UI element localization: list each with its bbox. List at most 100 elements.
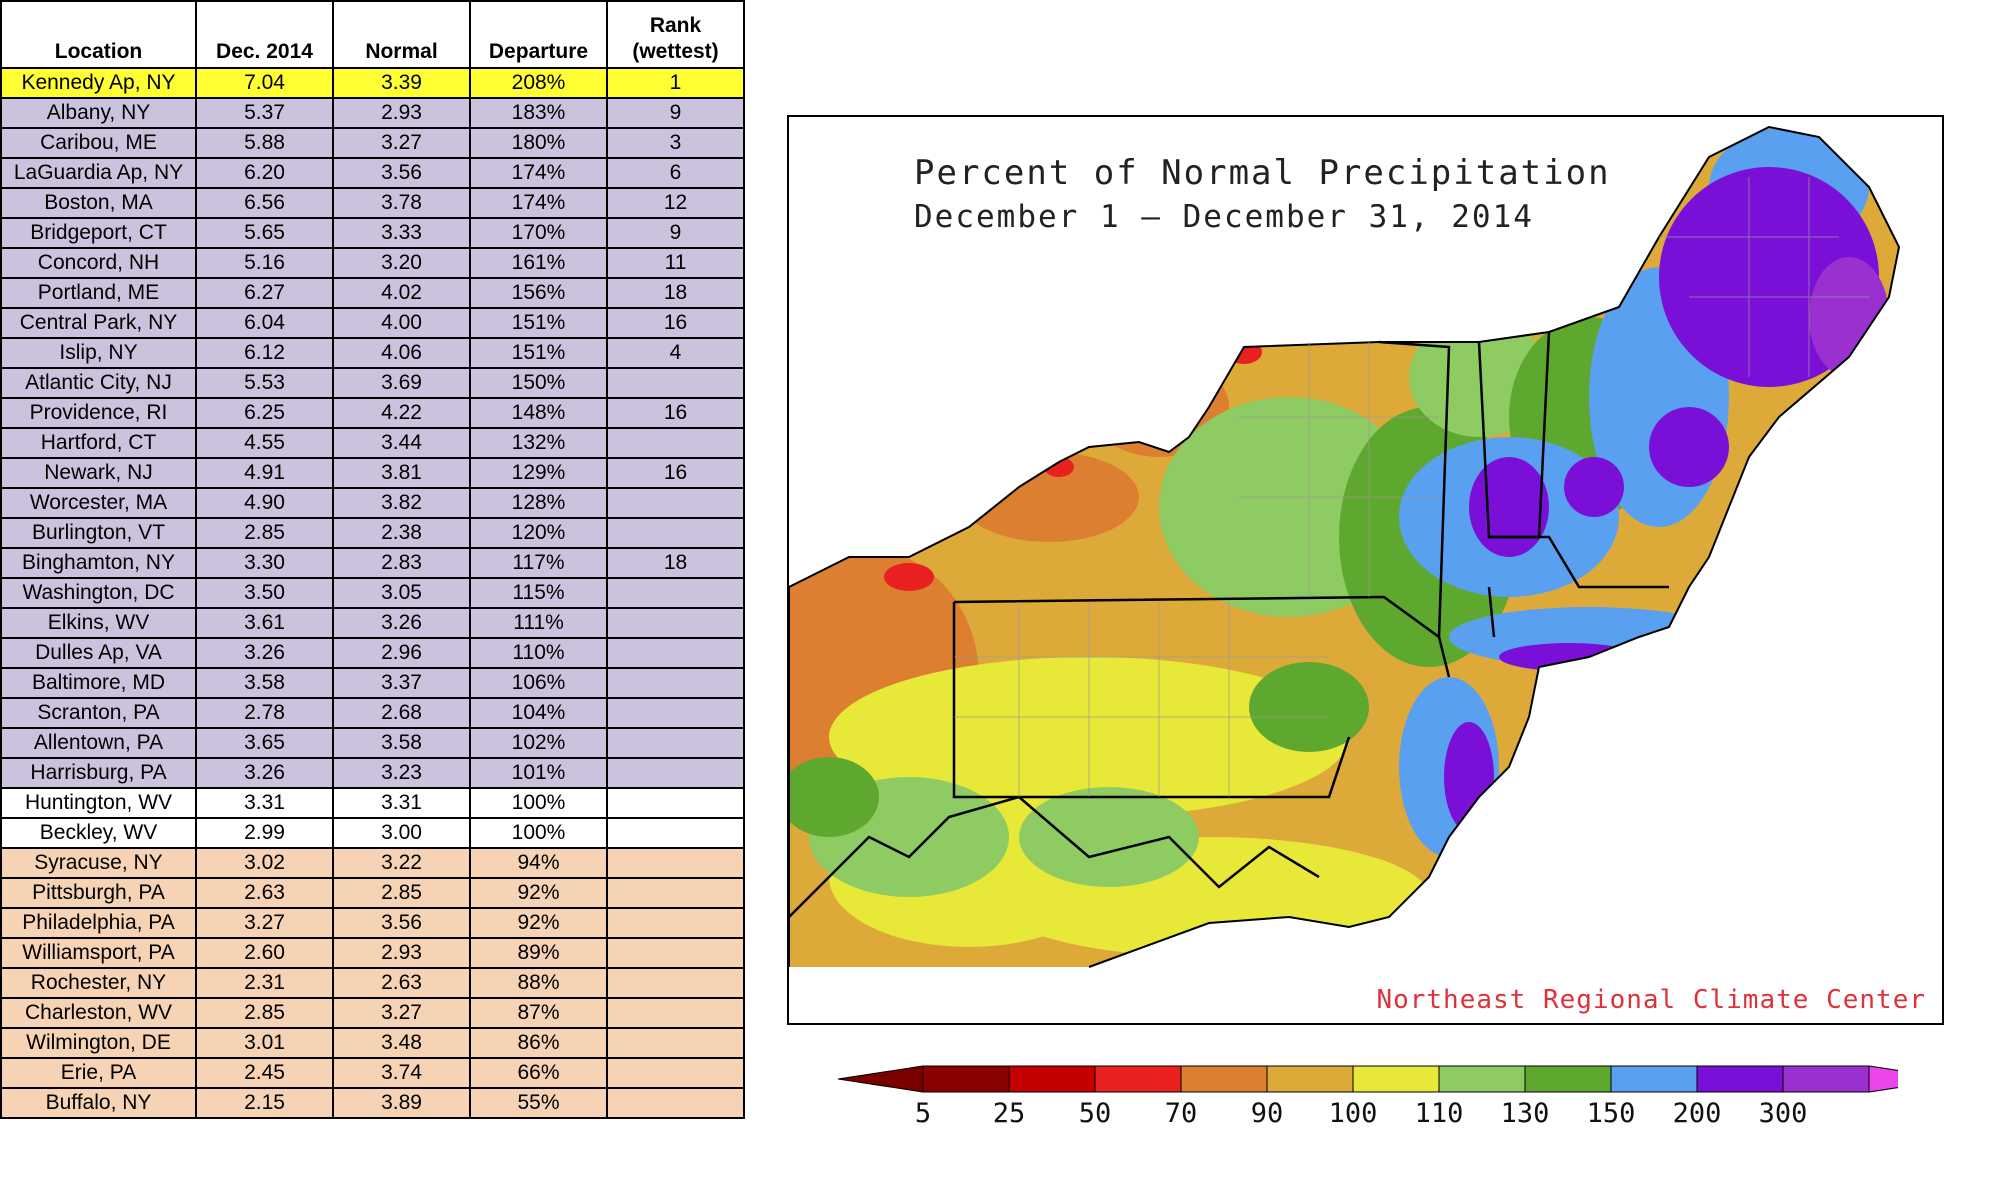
- cell-rank: 9: [606, 217, 745, 249]
- cell-rank: [606, 847, 745, 879]
- legend-tick-label: 90: [1250, 1098, 1284, 1129]
- cell-departure: 151%: [469, 307, 608, 339]
- cell-normal: 3.33: [332, 217, 471, 249]
- table-row: Baltimore, MD 3.58 3.37 106%: [0, 667, 745, 699]
- cell-location: Portland, ME: [0, 277, 197, 309]
- table-row: Hartford, CT 4.55 3.44 132%: [0, 427, 745, 459]
- cell-rank: [606, 667, 745, 699]
- cell-dec: 5.88: [195, 127, 334, 159]
- cell-rank: [606, 637, 745, 669]
- map-state-borders: [789, 331, 1669, 918]
- cell-location: Pittsburgh, PA: [0, 877, 197, 909]
- cell-rank: [606, 367, 745, 399]
- cell-normal: 3.27: [332, 997, 471, 1029]
- cell-location: Burlington, VT: [0, 517, 197, 549]
- cell-rank: 12: [606, 187, 745, 219]
- cell-location: Williamsport, PA: [0, 937, 197, 969]
- cell-normal: 3.56: [332, 157, 471, 189]
- table-row: Islip, NY 6.12 4.06 151% 4: [0, 337, 745, 369]
- cell-dec: 2.31: [195, 967, 334, 999]
- cell-dec: 2.63: [195, 877, 334, 909]
- cell-location: Albany, NY: [0, 97, 197, 129]
- cell-rank: [606, 607, 745, 639]
- legend-tick-label: 50: [1078, 1098, 1112, 1129]
- legend-tick-label: 300: [1758, 1098, 1808, 1129]
- cell-departure: 89%: [469, 937, 608, 969]
- legend-swatch: [1438, 1065, 1526, 1093]
- cell-dec: 3.61: [195, 607, 334, 639]
- table-row: Harrisburg, PA 3.26 3.23 101%: [0, 757, 745, 789]
- table-row: Atlantic City, NJ 5.53 3.69 150%: [0, 367, 745, 399]
- header-departure: Departure: [469, 0, 608, 69]
- cell-rank: 6: [606, 157, 745, 189]
- cell-rank: [606, 967, 745, 999]
- cell-location: Concord, NH: [0, 247, 197, 279]
- cell-normal: 4.02: [332, 277, 471, 309]
- cell-dec: 6.25: [195, 397, 334, 429]
- cell-dec: 5.53: [195, 367, 334, 399]
- cell-location: Allentown, PA: [0, 727, 197, 759]
- cell-departure: 115%: [469, 577, 608, 609]
- cell-normal: 3.58: [332, 727, 471, 759]
- cell-departure: 106%: [469, 667, 608, 699]
- cell-departure: 151%: [469, 337, 608, 369]
- cell-normal: 3.20: [332, 247, 471, 279]
- table-row: Erie, PA 2.45 3.74 66%: [0, 1057, 745, 1089]
- cell-dec: 3.30: [195, 547, 334, 579]
- table-row: Syracuse, NY 3.02 3.22 94%: [0, 847, 745, 879]
- cell-location: Scranton, PA: [0, 697, 197, 729]
- cell-rank: [606, 997, 745, 1029]
- cell-normal: 3.31: [332, 787, 471, 819]
- cell-rank: 3: [606, 127, 745, 159]
- cell-normal: 3.56: [332, 907, 471, 939]
- table-row: Caribou, ME 5.88 3.27 180% 3: [0, 127, 745, 159]
- cell-departure: 92%: [469, 877, 608, 909]
- map-land-outline: [789, 125, 1901, 968]
- cell-rank: 1: [606, 67, 745, 99]
- cell-normal: 3.48: [332, 1027, 471, 1059]
- cell-rank: 4: [606, 337, 745, 369]
- table-row: Washington, DC 3.50 3.05 115%: [0, 577, 745, 609]
- cell-dec: 2.60: [195, 937, 334, 969]
- cell-rank: 9: [606, 97, 745, 129]
- cell-location: Boston, MA: [0, 187, 197, 219]
- cell-location: Rochester, NY: [0, 967, 197, 999]
- map-land: [789, 127, 1899, 967]
- cell-departure: 128%: [469, 487, 608, 519]
- cell-dec: 2.15: [195, 1087, 334, 1119]
- cell-departure: 110%: [469, 637, 608, 669]
- legend-swatch: [1180, 1065, 1268, 1093]
- cell-normal: 4.00: [332, 307, 471, 339]
- cell-rank: [606, 1057, 745, 1089]
- cell-rank: [606, 787, 745, 819]
- table-row: Charleston, WV 2.85 3.27 87%: [0, 997, 745, 1029]
- cell-departure: 88%: [469, 967, 608, 999]
- cell-location: Atlantic City, NJ: [0, 367, 197, 399]
- legend-low-arrow: [838, 1065, 924, 1093]
- map-title: Percent of Normal Precipitation: [914, 153, 1611, 193]
- legend-swatch: [1352, 1065, 1440, 1093]
- cell-dec: 6.04: [195, 307, 334, 339]
- cell-location: Bridgeport, CT: [0, 217, 197, 249]
- cell-location: Erie, PA: [0, 1057, 197, 1089]
- cell-dec: 3.01: [195, 1027, 334, 1059]
- cell-rank: 16: [606, 307, 745, 339]
- legend-swatch: [1266, 1065, 1354, 1093]
- map-county-lines: [954, 177, 1869, 797]
- cell-departure: 66%: [469, 1057, 608, 1089]
- cell-normal: 3.81: [332, 457, 471, 489]
- cell-location: Worcester, MA: [0, 487, 197, 519]
- header-dec-2014: Dec. 2014: [195, 0, 334, 69]
- cell-departure: 86%: [469, 1027, 608, 1059]
- cell-dec: 3.26: [195, 757, 334, 789]
- cell-departure: 94%: [469, 847, 608, 879]
- cell-departure: 170%: [469, 217, 608, 249]
- cell-normal: 3.39: [332, 67, 471, 99]
- table-header-row: Location Dec. 2014 Normal Departure Rank…: [0, 0, 745, 69]
- cell-departure: 174%: [469, 187, 608, 219]
- cell-location: Huntington, WV: [0, 787, 197, 819]
- cell-departure: 208%: [469, 67, 608, 99]
- legend-swatch: [1696, 1065, 1784, 1093]
- cell-departure: 132%: [469, 427, 608, 459]
- cell-dec: 3.02: [195, 847, 334, 879]
